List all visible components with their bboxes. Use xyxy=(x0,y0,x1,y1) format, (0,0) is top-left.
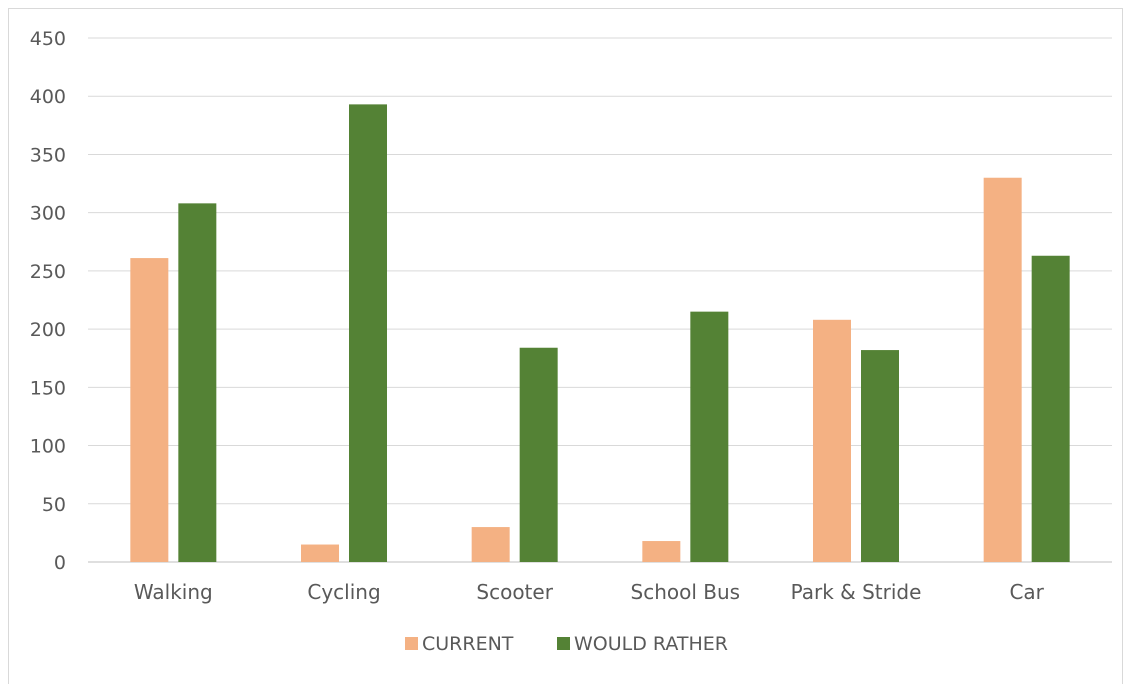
y-tick-label: 250 xyxy=(30,261,66,283)
bar-would-rather-cycling xyxy=(349,104,387,562)
x-category-label: Car xyxy=(1009,580,1044,604)
y-tick-label: 300 xyxy=(30,203,66,225)
legend-swatch xyxy=(405,637,418,650)
bar-would-rather-car xyxy=(1031,255,1070,563)
y-tick-label: 0 xyxy=(54,552,66,574)
x-category-label: Park & Stride xyxy=(791,580,922,604)
bar-would-rather-park-stride xyxy=(861,350,899,562)
y-tick-label: 150 xyxy=(30,377,66,399)
bar-current-scooter xyxy=(471,527,510,562)
bar-current-car xyxy=(983,177,1022,562)
gridlines xyxy=(88,37,1112,563)
bar-would-rather-walking xyxy=(178,203,217,562)
chart-frame xyxy=(8,8,1123,684)
bars xyxy=(130,104,1070,563)
bar-current-cycling xyxy=(301,544,339,562)
x-category-label: Walking xyxy=(134,580,213,604)
y-axis-ticks: 0 50 100 150 200 250 300 350 400 450 xyxy=(30,28,66,574)
y-tick-label: 450 xyxy=(30,28,66,50)
bar-current-park-stride xyxy=(813,319,851,562)
y-tick-label: 50 xyxy=(42,494,66,516)
x-category-label: Scooter xyxy=(476,580,553,604)
bar-would-rather-school-bus xyxy=(690,311,729,562)
y-tick-label: 100 xyxy=(30,436,66,458)
bar-current-school-bus xyxy=(642,541,681,562)
bar-current-walking xyxy=(130,258,169,562)
legend-label: CURRENT xyxy=(422,633,514,655)
x-axis-categories: Walking Cycling Scooter School Bus Park & St… xyxy=(134,580,1045,604)
y-tick-label: 400 xyxy=(30,86,66,108)
legend: CURRENT WOULD RATHER xyxy=(405,633,728,655)
legend-label: WOULD RATHER xyxy=(574,633,728,655)
y-tick-label: 350 xyxy=(30,144,66,166)
x-category-label: Cycling xyxy=(307,580,380,604)
legend-swatch xyxy=(557,637,570,650)
y-tick-label: 200 xyxy=(30,319,66,341)
bar-would-rather-scooter xyxy=(519,347,558,562)
x-category-label: School Bus xyxy=(631,580,741,604)
